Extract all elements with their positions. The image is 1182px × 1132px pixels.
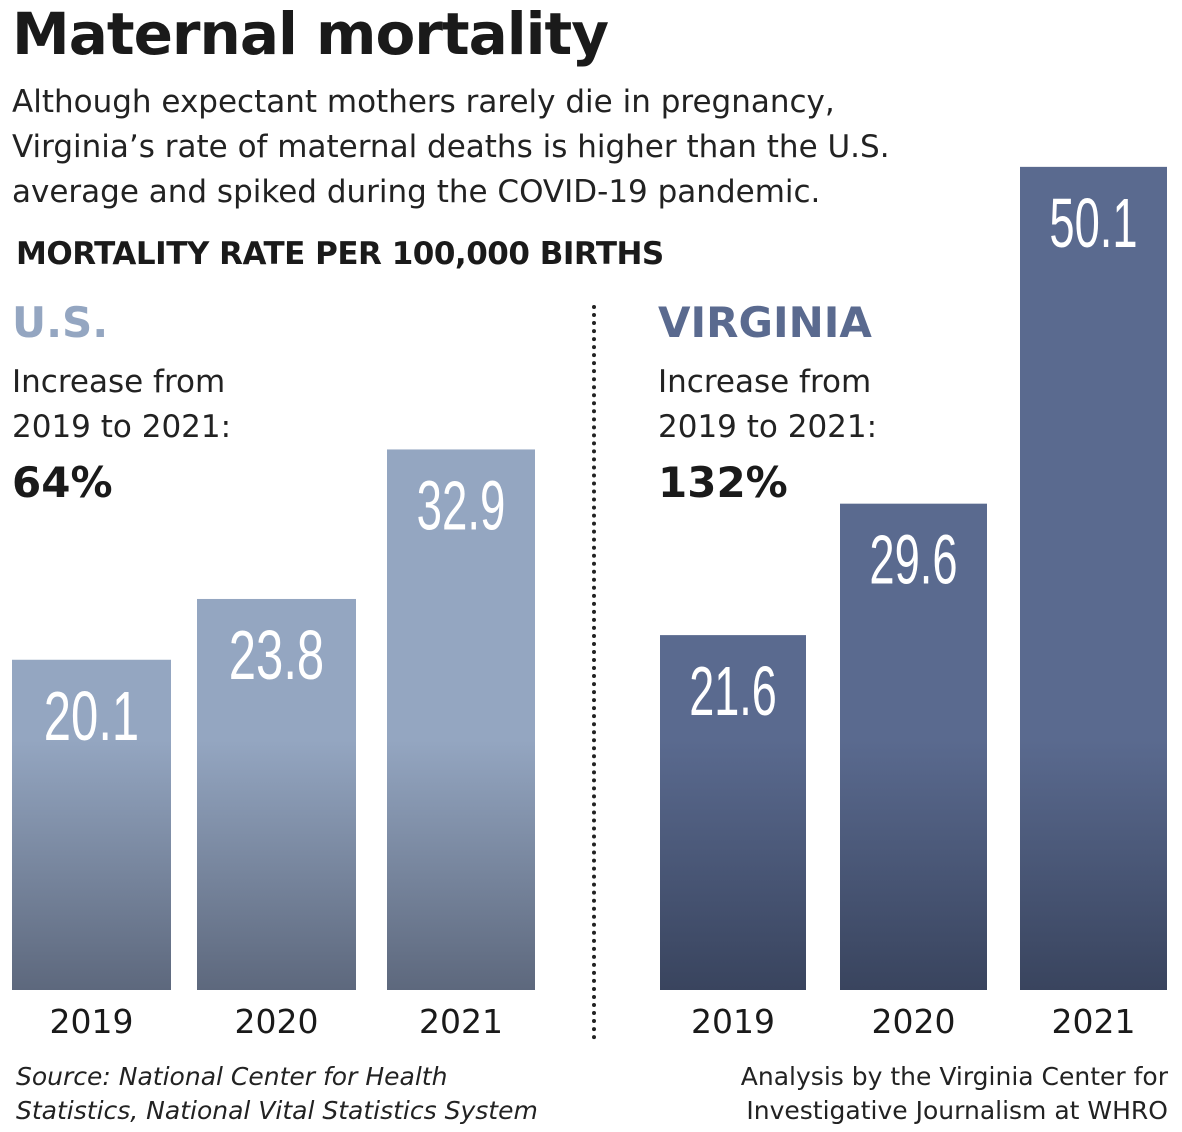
x-tick-label: 2021 — [419, 1002, 503, 1041]
increase-line: Increase from — [658, 364, 872, 400]
data-label: 23.8 — [229, 616, 324, 694]
increase-pct-us: 64% — [12, 458, 113, 507]
data-label: 50.1 — [1049, 184, 1137, 262]
bar-us-2019 — [12, 659, 171, 990]
x-tick-label: 2019 — [50, 1002, 134, 1041]
unit-label: MORTALITY RATE PER 100,000 BIRTHS — [16, 236, 664, 272]
data-label: 20.1 — [44, 677, 139, 755]
increase-pct-virginia: 132% — [658, 458, 788, 507]
increase-line: 2019 to 2021: — [658, 409, 878, 445]
x-tick-label: 2020 — [235, 1002, 319, 1041]
x-tick-label: 2021 — [1052, 1002, 1136, 1041]
panel-title-us: U.S. — [12, 298, 109, 347]
increase-line: 2019 to 2021: — [12, 409, 232, 445]
bar-us-2021 — [387, 449, 535, 990]
panel-divider — [592, 305, 596, 1040]
data-label: 32.9 — [417, 466, 506, 544]
increase-line: Increase from — [12, 364, 226, 400]
increase-label-us: Increase from 2019 to 2021: — [12, 360, 231, 450]
x-tick-label: 2020 — [872, 1002, 956, 1041]
bar-virginia-2020 — [840, 503, 987, 990]
credit-note: Analysis by the Virginia Center for Inve… — [741, 1060, 1168, 1128]
source-line: Statistics, National Vital Statistics Sy… — [16, 1096, 538, 1125]
panel-title-virginia: VIRGINIA — [658, 298, 872, 347]
data-label: 21.6 — [689, 652, 777, 730]
source-line: Source: National Center for Health — [16, 1062, 448, 1091]
chart-title: Maternal mortality — [12, 0, 609, 68]
bar-us-2020 — [197, 598, 356, 990]
increase-label-virginia: Increase from 2019 to 2021: — [658, 360, 877, 450]
data-label: 29.6 — [869, 521, 957, 599]
source-note: Source: National Center for Health Stati… — [16, 1060, 538, 1128]
x-tick-label: 2019 — [691, 1002, 775, 1041]
bar-virginia-2021 — [1020, 166, 1167, 990]
chart-subtitle: Although expectant mothers rarely die in… — [12, 84, 890, 210]
credit-line: Investigative Journalism at WHRO — [746, 1096, 1168, 1125]
credit-line: Analysis by the Virginia Center for — [740, 1062, 1168, 1091]
bar-virginia-2019 — [660, 635, 806, 990]
